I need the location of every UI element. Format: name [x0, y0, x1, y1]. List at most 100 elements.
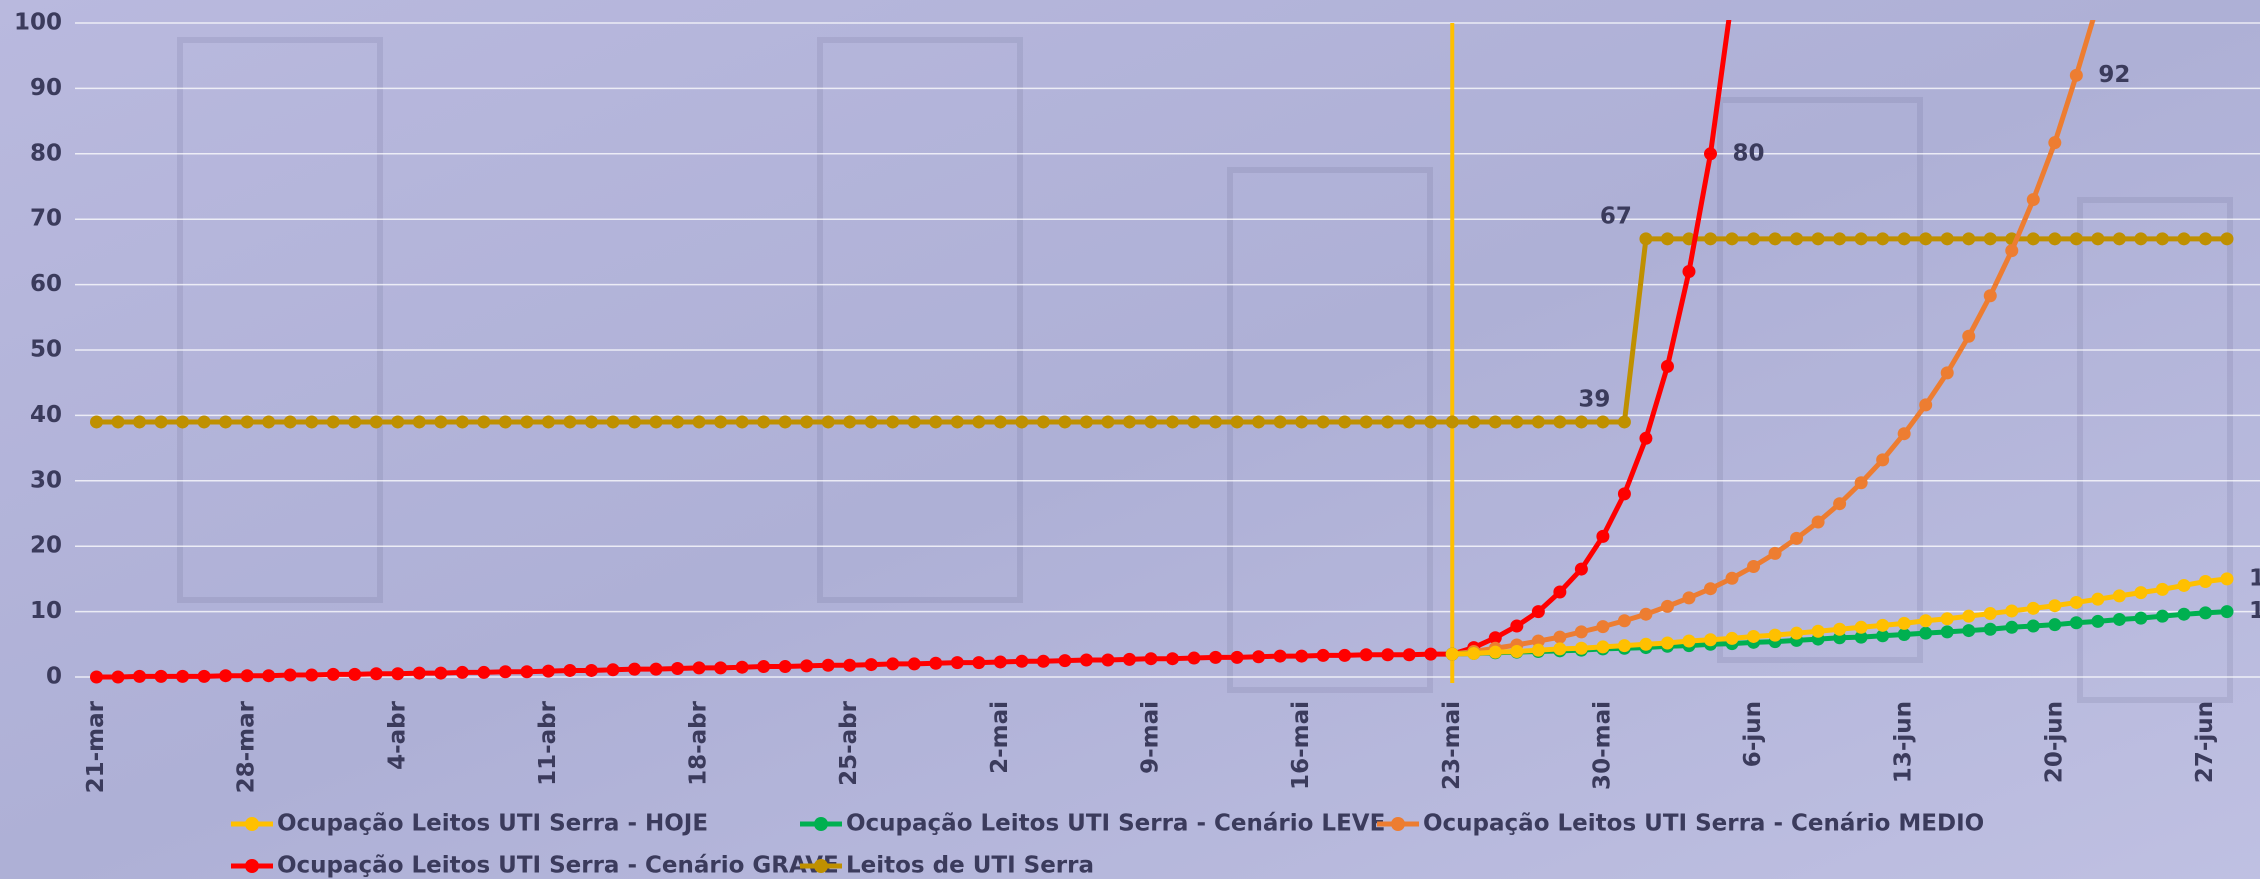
data-point: [2005, 620, 2019, 634]
data-point: [1252, 415, 1266, 429]
data-point: [606, 663, 620, 677]
data-point: [1488, 415, 1502, 429]
data-point: [1704, 232, 1717, 246]
data-point: [1531, 415, 1545, 429]
data-point: [1101, 653, 1115, 667]
data-point: [1660, 599, 1674, 613]
data-point: [2220, 572, 2234, 586]
data-point: [305, 415, 319, 429]
data-point: [1854, 620, 1868, 634]
data-point: [1553, 630, 1567, 644]
data-point: [412, 415, 426, 429]
data-point: [262, 415, 276, 429]
data-point: [2134, 611, 2148, 625]
data-point: [1833, 497, 1847, 511]
x-tick-label: 16-mai: [1288, 701, 1314, 790]
data-point: [520, 665, 534, 679]
data-point: [1531, 634, 1545, 648]
x-tick-label: 6-jun: [1740, 701, 1766, 767]
data-point: [886, 415, 900, 429]
data-point: [477, 415, 491, 429]
data-point: [1209, 415, 1223, 429]
data-point: [1660, 359, 1674, 373]
data-point: [1639, 431, 1653, 445]
data-point: [262, 669, 276, 683]
data-point: [1273, 649, 1287, 663]
data-point: [305, 668, 319, 682]
data-point: [326, 415, 340, 429]
data-point: [1897, 232, 1911, 246]
x-tick-label: 23-mai: [1439, 701, 1465, 790]
x-tick-label: 11-abr: [535, 700, 561, 786]
data-point: [1617, 614, 1631, 628]
data-point: [1682, 591, 1696, 605]
data-point: [1682, 634, 1696, 648]
data-point: [1617, 639, 1631, 653]
data-point: [2155, 582, 2169, 596]
data-point: [348, 667, 362, 681]
data-point: [1747, 232, 1761, 246]
data-point: [671, 415, 685, 429]
data-point: [1230, 415, 1244, 429]
data-point: [1058, 415, 1072, 429]
data-point: [735, 415, 749, 429]
x-tick-label: 21-mar: [83, 700, 109, 793]
data-point: [2155, 609, 2169, 623]
y-tick-label: 10: [30, 598, 62, 624]
data-point: [1381, 648, 1395, 662]
y-tick-label: 20: [30, 533, 62, 559]
plot-area: [90, 20, 2234, 684]
data-point: [1359, 415, 1373, 429]
data-point: [2198, 606, 2212, 620]
data-point: [1833, 622, 1847, 636]
data-point: [498, 665, 512, 679]
data-point: [1467, 415, 1481, 429]
data-point: [477, 665, 491, 679]
data-point: [541, 664, 555, 678]
data-point: [2220, 232, 2234, 246]
data-point: [283, 415, 297, 429]
data-point: [520, 415, 534, 429]
data-point: [498, 415, 512, 429]
data-point: [2134, 232, 2148, 246]
data-point: [714, 415, 728, 429]
data-point: [1876, 232, 1890, 246]
data-point: [1101, 415, 1115, 429]
data-point: [1424, 415, 1438, 429]
data-point: [1811, 232, 1825, 246]
data-point: [2005, 244, 2019, 258]
data-point: [778, 415, 792, 429]
data-point: [1574, 562, 1588, 576]
data-point: [1639, 232, 1653, 246]
data-point: [1553, 585, 1567, 599]
data-point: [1768, 546, 1782, 560]
data-point: [1144, 652, 1158, 666]
data-point: [348, 415, 362, 429]
data-point: [176, 415, 190, 429]
data-point: [714, 661, 728, 675]
data-point: [1897, 627, 1911, 641]
data-point: [1166, 652, 1179, 666]
series-line: [96, 236, 2227, 425]
data-point: [1940, 625, 1954, 639]
data-point: [133, 669, 147, 683]
data-point: [1876, 453, 1890, 467]
y-tick-label: 80: [30, 140, 62, 166]
data-point: [197, 669, 211, 683]
data-point: [1273, 415, 1287, 429]
data-point: [2198, 575, 2212, 589]
x-tick-label: 4-abr: [384, 700, 410, 770]
data-point: [2069, 232, 2083, 246]
data-point: [1919, 398, 1933, 412]
data-point: [1725, 571, 1739, 585]
data-point: [1876, 629, 1890, 643]
data-point: [2134, 586, 2148, 600]
data-point: [283, 668, 297, 682]
data-point: [1510, 415, 1524, 429]
legend-marker: [814, 817, 828, 831]
data-point: [1574, 625, 1588, 639]
data-point: [1531, 605, 1545, 619]
data-point: [1359, 648, 1373, 662]
data-point: [864, 415, 878, 429]
data-point: [90, 415, 103, 429]
